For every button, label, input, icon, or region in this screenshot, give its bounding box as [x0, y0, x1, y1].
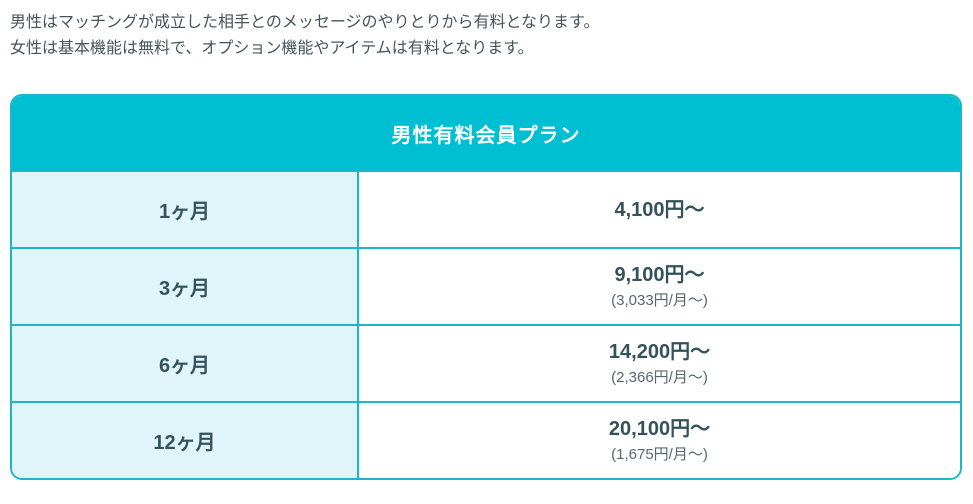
mens-paid-plan-table: 男性有料会員プラン 1ヶ月 4,100円〜 3ヶ月 9,100円〜 (3,033…	[10, 94, 962, 480]
plan-table-title: 男性有料会員プラン	[12, 96, 960, 170]
plan-duration-1month: 1ヶ月	[12, 172, 359, 247]
table-row: 12ヶ月 20,100円〜 (1,675円/月〜)	[12, 401, 960, 478]
table-row: 6ヶ月 14,200円〜 (2,366円/月〜)	[12, 324, 960, 401]
intro-line-women: 女性は基本機能は無料で、オプション機能やアイテムは有料となります。	[10, 40, 534, 57]
table-row: 3ヶ月 9,100円〜 (3,033円/月〜)	[12, 247, 960, 324]
plan-price-cell: 9,100円〜 (3,033円/月〜)	[359, 249, 960, 324]
plan-monthly-price: (2,366円/月〜)	[611, 368, 708, 386]
plan-price-cell: 14,200円〜 (2,366円/月〜)	[359, 326, 960, 401]
plan-duration-12months: 12ヶ月	[12, 403, 359, 478]
plan-price: 20,100円〜	[608, 417, 711, 440]
intro-line-men: 男性はマッチングが成立した相手とのメッセージのやりとりから有料となります。	[10, 14, 600, 31]
plan-monthly-price: (3,033円/月〜)	[611, 291, 708, 309]
plan-price: 14,200円〜	[608, 340, 711, 363]
plan-price: 9,100円〜	[614, 263, 705, 286]
pricing-intro: 男性はマッチングが成立した相手とのメッセージのやりとりから有料となります。 女性…	[10, 10, 960, 62]
plan-price-cell: 4,100円〜	[359, 172, 960, 247]
plan-price: 4,100円〜	[614, 198, 705, 221]
plan-price-cell: 20,100円〜 (1,675円/月〜)	[359, 403, 960, 478]
plan-duration-6months: 6ヶ月	[12, 326, 359, 401]
plan-monthly-price: (1,675円/月〜)	[611, 445, 708, 463]
table-row: 1ヶ月 4,100円〜	[12, 170, 960, 247]
plan-duration-3months: 3ヶ月	[12, 249, 359, 324]
